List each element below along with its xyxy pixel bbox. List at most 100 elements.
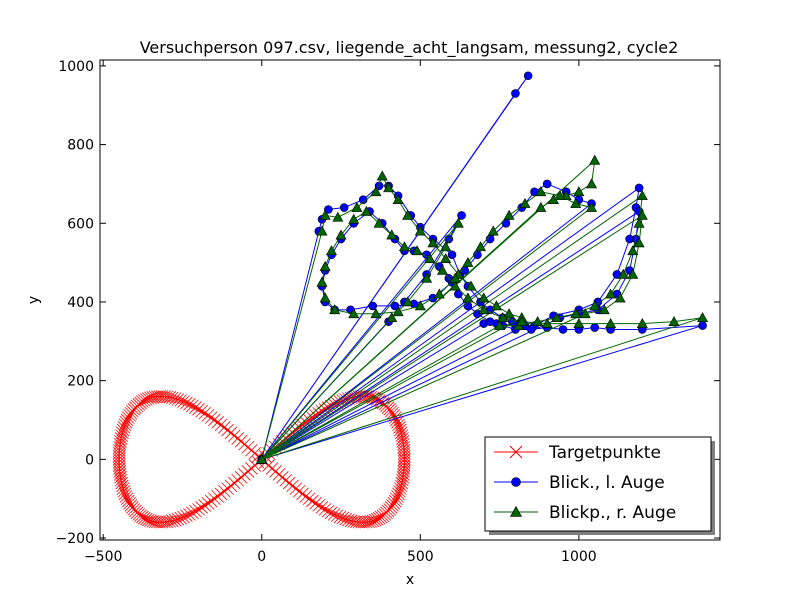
data-point [475, 241, 487, 252]
legend-marker [509, 505, 523, 517]
data-point [452, 217, 464, 228]
data-point [668, 316, 680, 326]
data-point [598, 304, 610, 315]
target-marker [117, 484, 131, 498]
target-marker [228, 476, 241, 490]
data-point [256, 453, 268, 464]
target-marker [140, 512, 153, 526]
x-axis-ticks: −500 0 500 1000 [84, 60, 597, 565]
data-point [386, 229, 398, 240]
target-marker [321, 504, 335, 518]
legend-marker [511, 477, 521, 487]
data-point [360, 205, 372, 216]
target-marker [372, 511, 386, 525]
target-marker [195, 501, 208, 514]
target-marker [394, 423, 407, 437]
data-point [329, 304, 341, 315]
data-point [440, 253, 452, 263]
x-tick-label: 0 [257, 549, 266, 565]
target-marker [208, 413, 221, 427]
target-marker [392, 418, 405, 432]
target-marker [119, 416, 133, 429]
target-marker [397, 462, 411, 475]
data-point [605, 288, 617, 299]
target-marker [171, 512, 185, 526]
target-marker [352, 515, 366, 529]
target-marker [198, 406, 212, 420]
data-point [527, 325, 536, 334]
legend: Targetpunkte Blick., l. Auge Blickp., r. A… [484, 436, 715, 535]
data-point [519, 197, 531, 208]
target-marker [339, 512, 352, 526]
data-point [627, 245, 639, 256]
target-marker [150, 390, 164, 403]
target-marker [134, 396, 147, 410]
target-marker [118, 418, 132, 432]
y-tick-label: 400 [67, 295, 94, 311]
target-marker [392, 487, 405, 501]
target-marker [388, 411, 402, 424]
target-marker [306, 494, 319, 508]
target-marker [395, 476, 409, 490]
target-marker [186, 399, 199, 413]
legend-label: Targetpunkte [548, 443, 661, 463]
target-marker [186, 506, 199, 520]
target-marker [398, 459, 411, 472]
target-marker [114, 473, 128, 487]
target-marker [393, 484, 406, 498]
target-marker [398, 453, 411, 466]
x-tick-label: 500 [407, 549, 434, 565]
target-marker [366, 514, 380, 528]
target-marker [394, 479, 408, 493]
y-tick-label: 600 [67, 216, 94, 232]
target-marker [211, 490, 224, 503]
data-point [447, 250, 457, 260]
plot-area [112, 71, 709, 529]
target-marker [386, 499, 399, 512]
data-point [590, 323, 600, 332]
data-point [633, 237, 645, 248]
target-marker [180, 396, 193, 410]
target-marker [126, 501, 139, 514]
data-point [503, 308, 515, 319]
data-point [351, 201, 363, 212]
target-marker [118, 487, 132, 501]
data-point [462, 292, 474, 303]
data-point [636, 190, 648, 201]
target-marker [208, 492, 221, 506]
data-point [449, 280, 461, 291]
data-point [392, 306, 404, 317]
target-marker [221, 482, 234, 495]
data-point [535, 201, 547, 212]
data-point [532, 316, 544, 326]
target-marker [192, 403, 205, 416]
target-marker [123, 409, 136, 422]
data-point [440, 241, 452, 252]
target-marker [344, 514, 358, 528]
data-point [373, 217, 385, 228]
target-marker [386, 406, 399, 420]
data-point [554, 190, 566, 201]
data-point [535, 186, 547, 197]
target-marker [214, 418, 228, 432]
data-point [421, 272, 433, 283]
data-point [497, 312, 509, 323]
data-point [319, 292, 331, 303]
data-point [698, 321, 707, 330]
data-point [465, 280, 477, 291]
data-point [339, 203, 349, 212]
target-marker [289, 482, 303, 495]
target-marker [124, 499, 138, 512]
data-point [414, 225, 426, 236]
data-point [319, 209, 331, 220]
data-point [383, 182, 395, 193]
target-marker [296, 487, 309, 501]
target-marker [204, 494, 218, 508]
target-marker [116, 482, 130, 495]
data-point [542, 179, 552, 189]
data-point [627, 268, 639, 279]
data-point [605, 317, 617, 328]
data-point [449, 272, 461, 283]
target-marker [224, 479, 238, 493]
data-point [402, 296, 414, 307]
